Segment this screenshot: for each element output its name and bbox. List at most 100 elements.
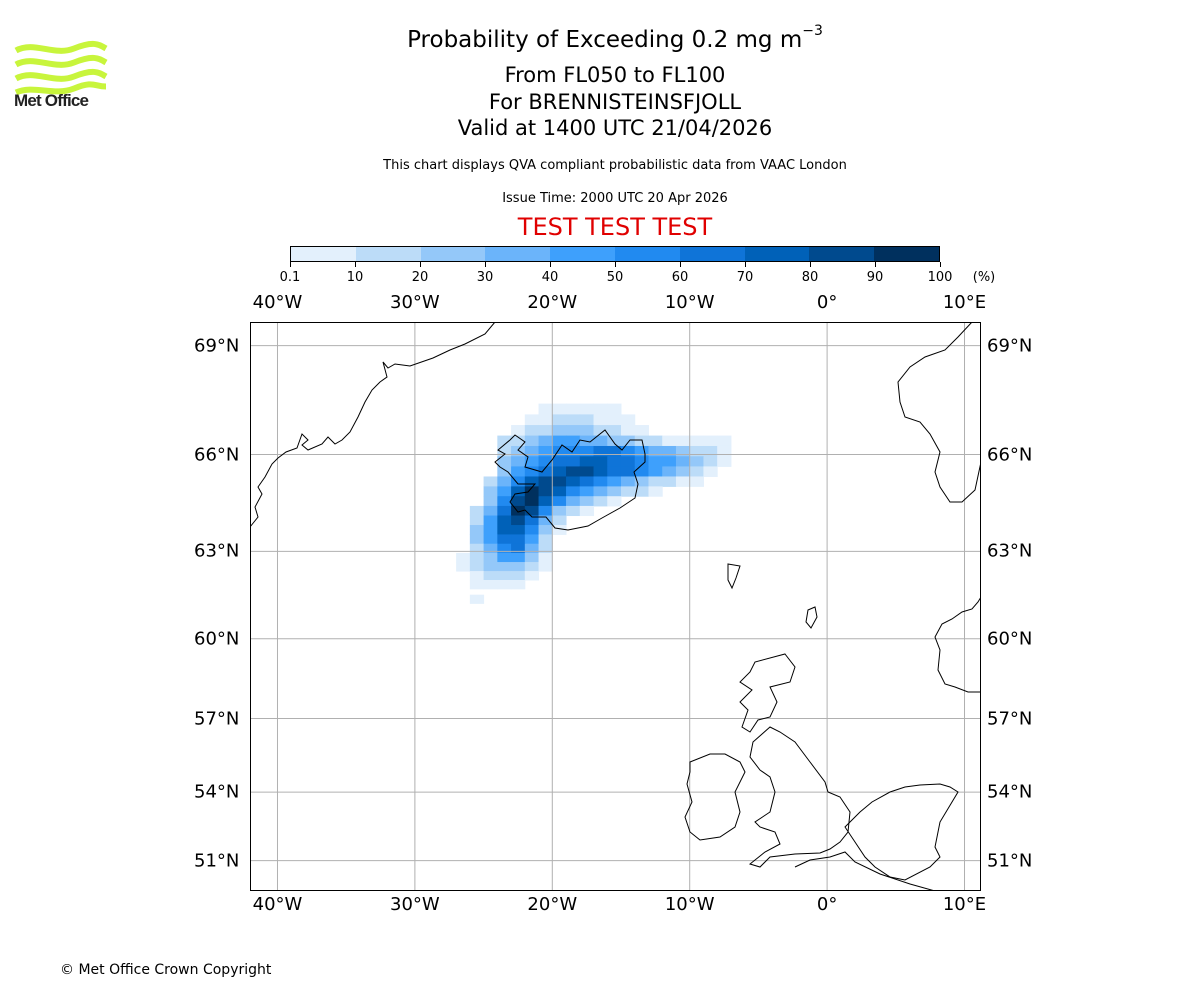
plume-cell [538,496,553,507]
test-banner: TEST TEST TEST [517,213,713,241]
plume-cell [497,496,512,507]
plume-cell [552,414,567,426]
plume-cell [593,456,608,467]
lat-label-left: 63°N [194,540,240,562]
coastline-iceland [494,429,646,531]
plume-cell [579,486,595,497]
lon-label-top: 40°W [252,292,303,313]
lat-label-right: 54°N [987,781,1033,803]
colorbar-segment [291,247,356,261]
plume-cell [511,552,526,563]
plume-cell [607,445,622,457]
ash-plume [456,403,732,604]
lat-label-left: 57°N [194,708,240,730]
plume-cell [497,486,512,497]
plume-cell [456,552,471,563]
lat-label-right: 51°N [987,850,1033,872]
plume-cell [497,515,512,526]
plume-cell [538,466,553,477]
plume-cell [524,445,540,457]
plume-cell [497,466,512,477]
lon-label-bottom: 10°E [942,894,987,915]
plume-cell [620,456,636,467]
colorbar-tick-label: 20 [411,270,429,285]
colorbar-tick [484,262,486,267]
plume-cell [607,476,622,487]
plume-cell [511,515,526,526]
plume-cell [607,456,622,467]
plume-cell [607,486,622,497]
plume-cell [483,525,498,535]
coastline-greenland [250,322,496,554]
plume-cell [524,435,540,447]
colorbar [290,246,940,262]
plume-cell [469,594,485,604]
plume-cell [634,486,649,497]
colorbar-tick-label: 100 [927,270,953,285]
colorbar-tick-label: 60 [671,270,689,285]
lon-label-bottom: 30°W [390,894,440,915]
plume-cell [524,571,540,581]
colorbar-segment [679,247,745,261]
lon-label-top: 30°W [390,292,440,313]
plume-cell [469,580,485,590]
plume-cell [497,571,512,581]
plume-cell [483,571,498,581]
plume-cell [469,571,485,581]
plume-cell [552,515,567,526]
lat-label-right: 66°N [987,444,1033,466]
plume-cell [648,466,663,477]
coastline-faroe [727,563,741,590]
plume-cell [483,534,498,545]
plume-cell [579,425,595,437]
plume-cell [511,580,526,590]
plume-cell [483,486,498,497]
plume-cell [511,476,526,487]
colorbar-tick-label: 40 [541,270,559,285]
plume-cell [497,435,512,447]
plume-cell [538,435,553,447]
plume-cell [620,466,636,477]
plume-cell [524,486,540,497]
plume-cell [538,456,553,467]
plume-cell [579,505,595,517]
lon-label-bottom: 20°W [527,894,578,915]
plume-cell [593,425,608,437]
plume-cell [524,456,540,467]
colorbar-segment [355,247,421,261]
plume-cell [497,525,512,535]
plume-cell [497,552,512,563]
chart-title-main: Probability of Exceeding 0.2 mg m [407,27,803,53]
colorbar-segment [809,247,875,261]
plume-cell [538,486,553,497]
plume-cell [689,445,704,457]
plume-cell [524,496,540,507]
map-frame [250,322,981,891]
plume-cell [703,456,718,467]
plume-cell [566,456,581,467]
lon-label-bottom: 40°W [252,894,303,915]
plume-cell [497,534,512,545]
plume-cell [538,414,553,426]
plume-cell [620,414,636,426]
lat-label-left: 51°N [194,850,240,872]
plume-cell [593,476,608,487]
plume-cell [593,435,608,447]
lon-label-top: 0° [816,292,838,313]
plume-cell [593,414,608,426]
plume-cell [538,534,553,545]
plume-cell [620,476,636,487]
plume-cell [552,466,567,477]
plume-cell [607,466,622,477]
plume-cell [524,525,540,535]
plume-cell [634,425,649,437]
plume-cell [483,580,498,590]
plume-cell [593,496,608,507]
plume-cell [566,403,581,415]
plume-cell [511,562,526,572]
colorbar-tick [354,262,356,267]
plume-cell [511,466,526,477]
plume-cell [566,486,581,497]
plume-cell [634,456,649,467]
plume-cell [675,445,691,457]
